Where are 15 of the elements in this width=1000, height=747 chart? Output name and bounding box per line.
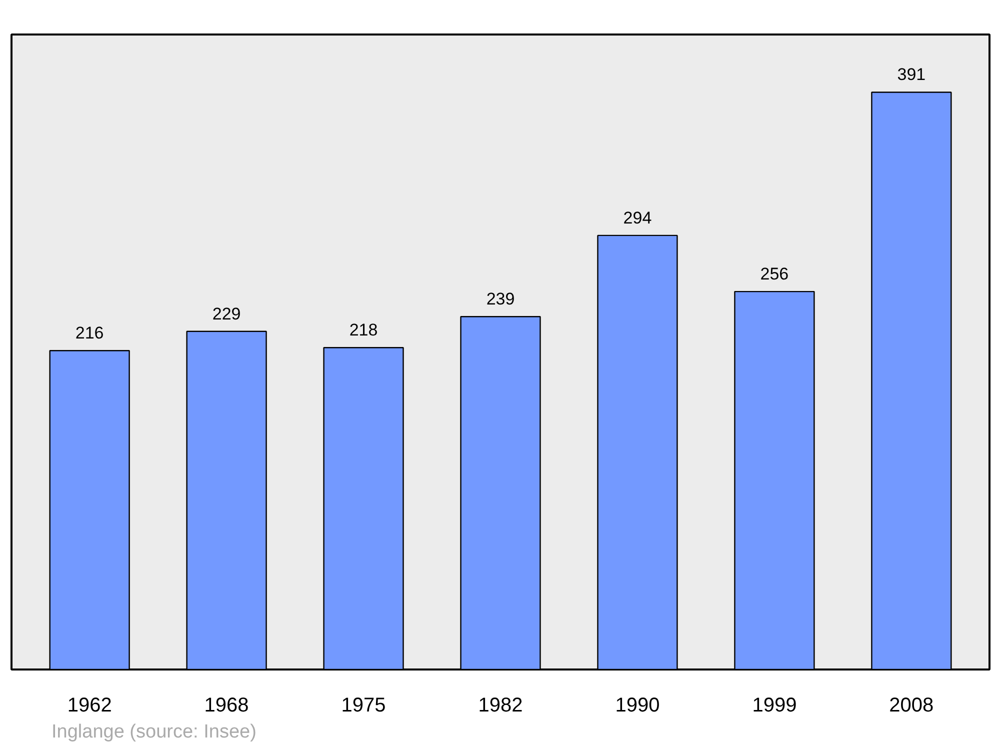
x-tick-label: 2008: [889, 694, 934, 716]
text: Inglange (source: Insee): [52, 722, 256, 742]
x-tick-label: 1982: [478, 694, 523, 716]
data-label: 391: [897, 65, 926, 84]
x-tick-label: 1999: [752, 694, 797, 716]
data-label: 216: [75, 324, 104, 343]
x-tick-label: 1962: [67, 694, 112, 716]
x-tick-label: 1975: [341, 694, 386, 716]
data-label: 229: [212, 304, 241, 324]
data-label: 294: [623, 208, 652, 228]
data-label: 218: [349, 320, 378, 340]
data-label: 239: [486, 290, 515, 309]
data-label: 256: [760, 264, 789, 284]
x-tick-label: 1990: [615, 694, 660, 716]
x-tick-label: 1968: [204, 694, 249, 716]
